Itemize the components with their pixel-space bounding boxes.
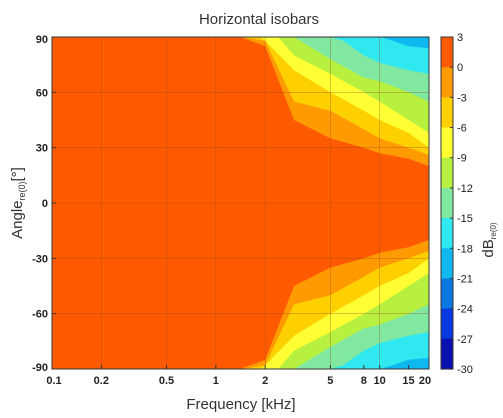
colorbar-swatch (441, 67, 453, 98)
x-tick-label: 0.1 (46, 375, 61, 387)
x-tick-label: 1 (213, 375, 219, 387)
colorbar-swatch (441, 278, 453, 310)
y-tick-label: -30 (32, 253, 48, 265)
y-axis-title-sub: re(0) (17, 181, 27, 200)
colorbar-tick-label: -15 (457, 213, 473, 225)
grid-layer (52, 37, 429, 369)
colorbar-swatch (441, 308, 453, 340)
colorbar-swatch (441, 218, 453, 249)
y-tick-label: 90 (36, 34, 48, 46)
x-tick-label: 2 (262, 375, 268, 387)
x-tick-label: 5 (327, 375, 333, 387)
chart-title: Horizontal isobars (199, 11, 319, 28)
colorbar-swatch (441, 338, 453, 370)
x-tick-label: 0.2 (94, 375, 109, 387)
y-tick-label: -60 (32, 309, 48, 321)
colorbar-tick-label: -9 (457, 153, 467, 165)
colorbar-swatch (441, 127, 453, 159)
colorbar: 3 0 -3 -6 -9 -12 -15 -18 -21 -24 -27 -30 (441, 32, 473, 376)
y-tick-label: 0 (42, 198, 48, 210)
x-tick-label: 10 (374, 375, 386, 387)
colorbar-title: dBre(0) (480, 222, 498, 258)
colorbar-swatch (441, 97, 453, 129)
colorbar-swatch (441, 248, 453, 280)
y-tick-label: 30 (36, 143, 48, 155)
y-axis-title: Anglere(0)[°] (9, 167, 27, 239)
colorbar-tick-label: -12 (457, 183, 473, 195)
colorbar-tick-label: -3 (457, 92, 467, 104)
colorbar-title-main: dB (480, 239, 497, 257)
colorbar-swatch (441, 157, 453, 189)
colorbar-swatch (441, 187, 453, 219)
colorbar-tick-label: 0 (457, 62, 463, 74)
colorbar-tick-label: -27 (457, 334, 473, 346)
x-tick-label: 8 (361, 375, 367, 387)
colorbar-tick-label: -30 (457, 364, 473, 376)
y-axis-title-unit: [°] (9, 167, 26, 181)
y-axis-title-main: Angle (9, 200, 26, 238)
x-tick-label: 15 (402, 375, 414, 387)
contour-band-21db-bottom (379, 357, 429, 369)
contour-layer (239, 37, 429, 369)
y-tick-label: -90 (32, 362, 48, 374)
colorbar-tick-label: -18 (457, 243, 473, 255)
colorbar-tick-label: -21 (457, 273, 473, 285)
x-axis: 0.1 0.2 0.5 1 2 5 8 10 15 20 (46, 365, 431, 387)
x-tick-label: 20 (419, 375, 431, 387)
colorbar-swatch (441, 37, 453, 68)
y-axis: 90 60 30 0 -30 -60 -90 (32, 34, 56, 374)
y-tick-label: 60 (36, 87, 48, 99)
colorbar-tick-label: -24 (457, 304, 473, 316)
colorbar-tick-label: -6 (457, 123, 467, 135)
colorbar-frame (440, 36, 454, 370)
x-tick-label: 0.5 (159, 375, 174, 387)
contour-band-21db-top (379, 37, 429, 49)
x-axis-title: Frequency [kHz] (186, 396, 295, 413)
colorbar-tick-label: 3 (457, 32, 463, 44)
colorbar-title-sub: re(0) (489, 222, 498, 239)
